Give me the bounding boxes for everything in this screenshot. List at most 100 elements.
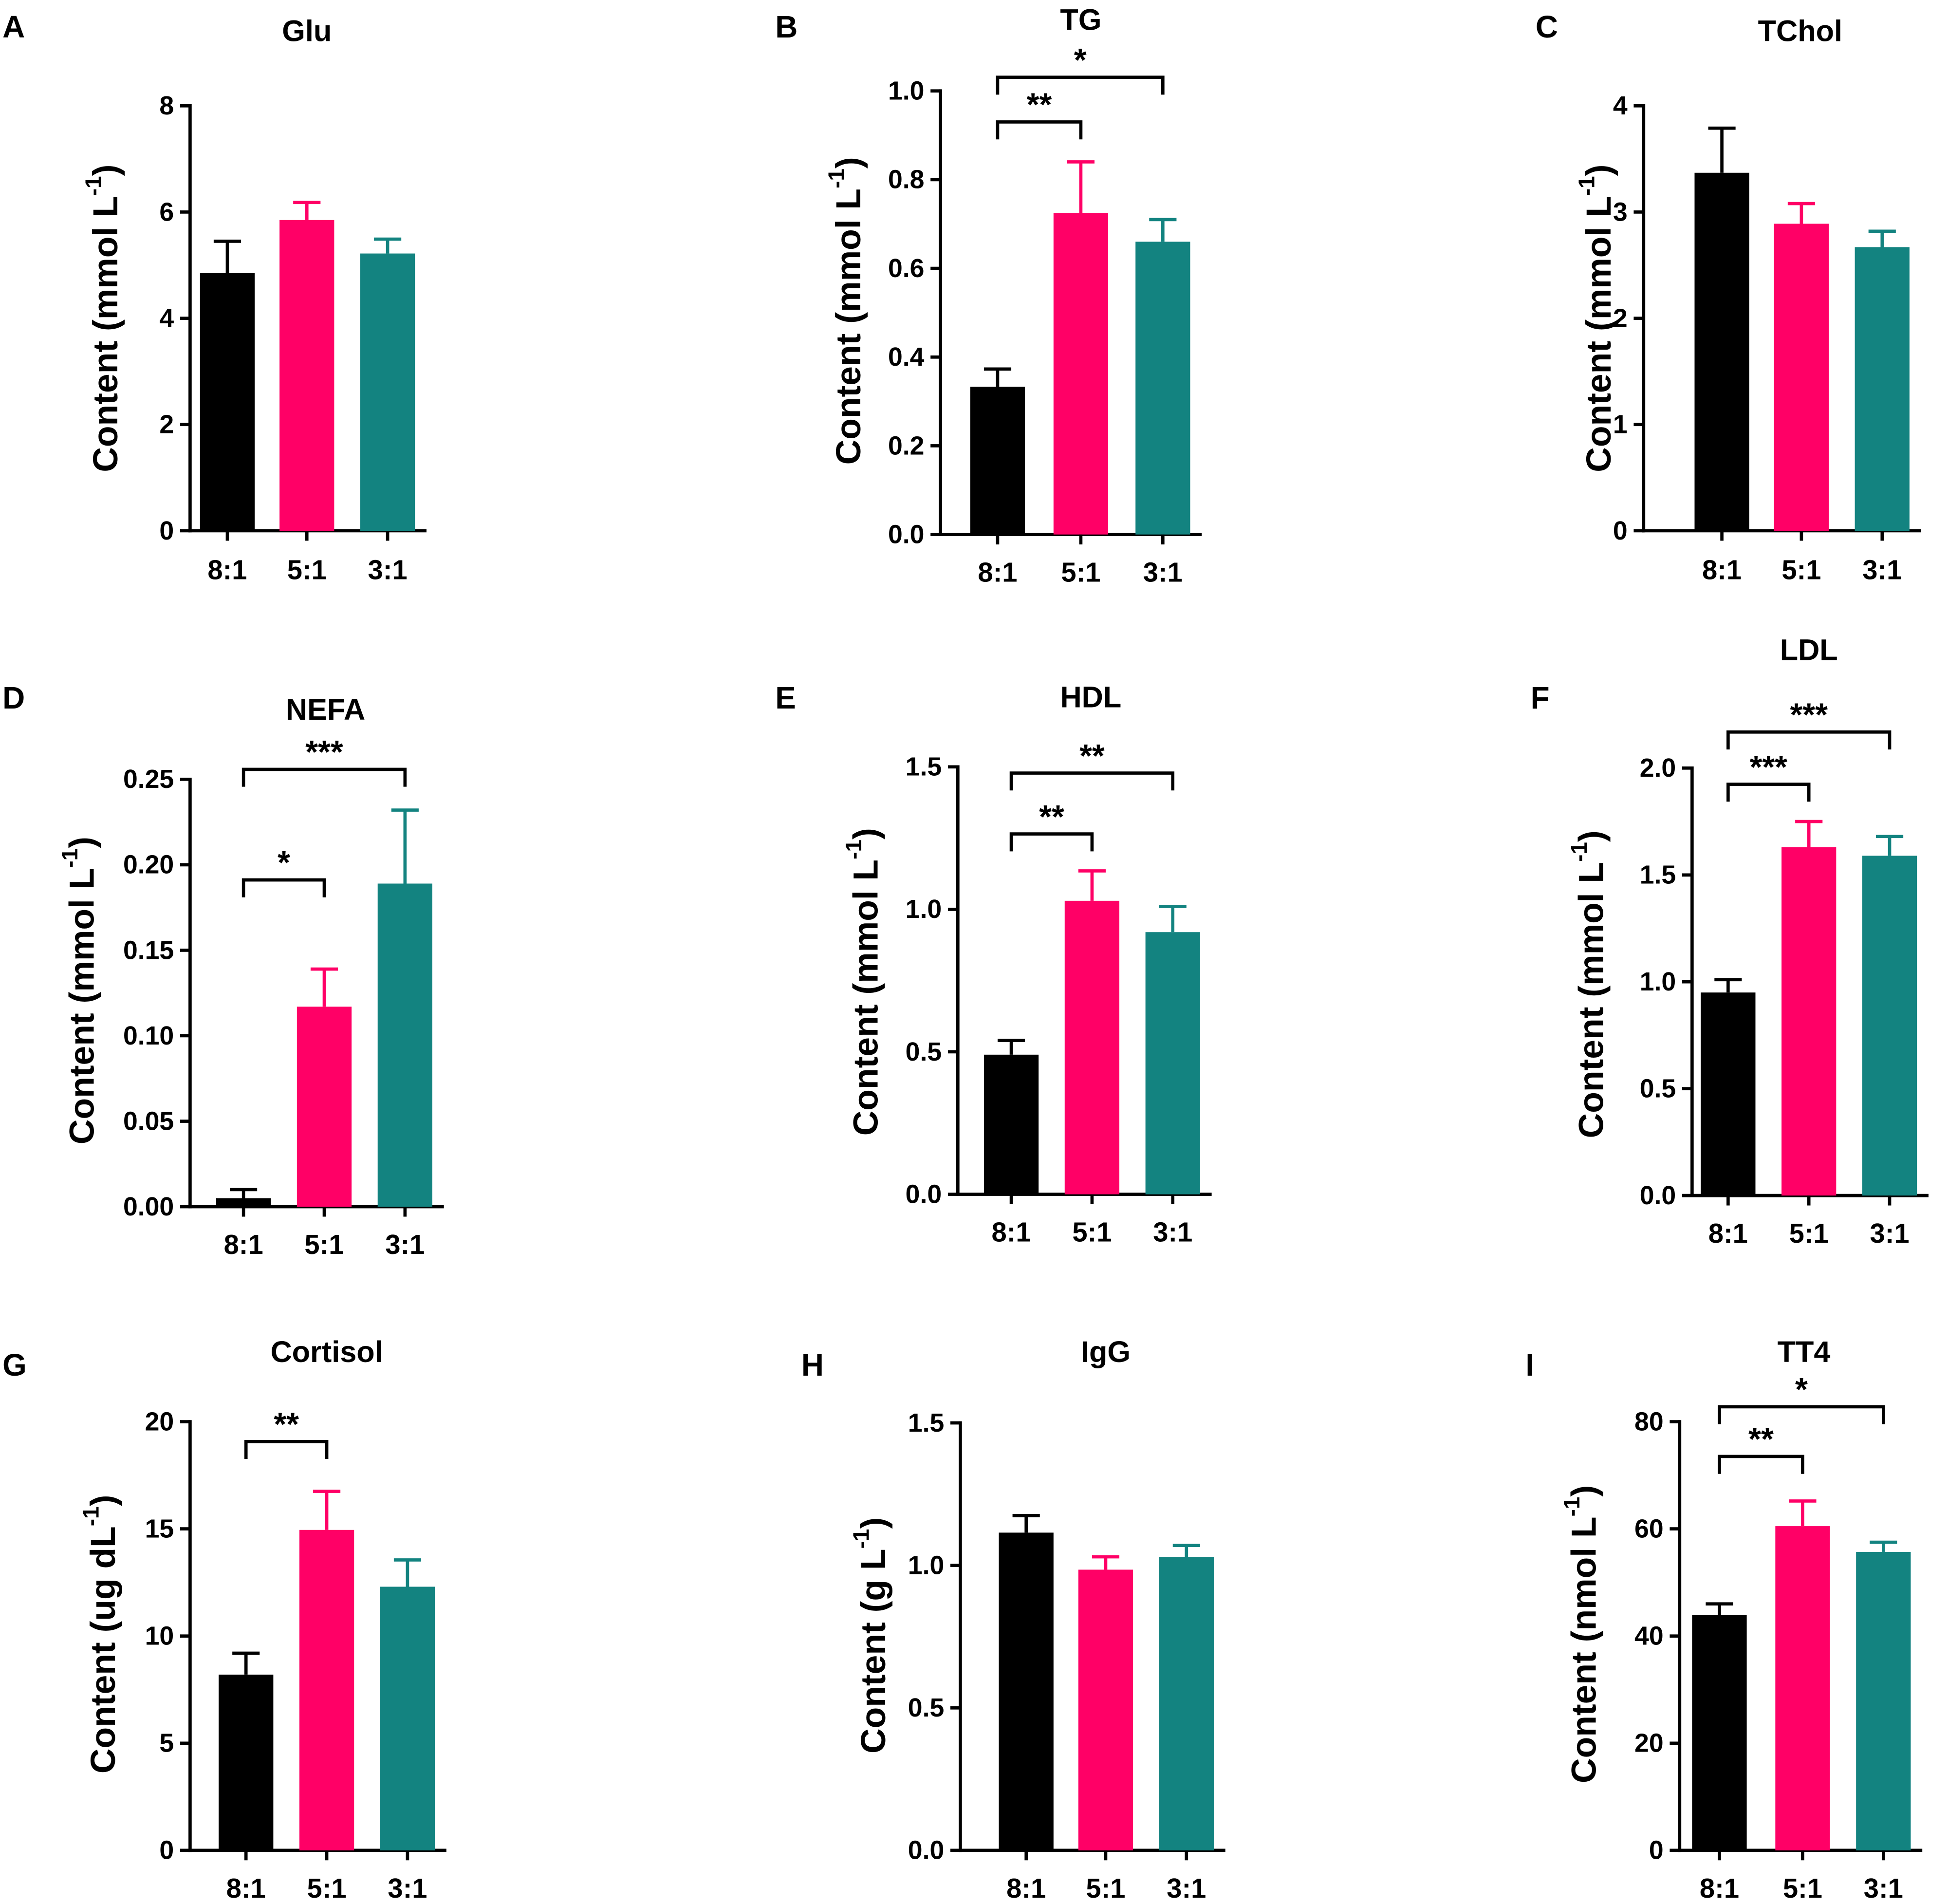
panel-e-bar-8-1	[983, 1054, 1039, 1195]
panel-f-x-tick-label: 3:1	[1870, 1218, 1910, 1249]
panel-f-letter: F	[1531, 680, 1550, 715]
panel-g-y-tick-label: 10	[145, 1622, 174, 1651]
panel-d-title: NEFA	[286, 693, 365, 726]
panel-c-title: TChol	[1758, 15, 1842, 48]
panel-a-y-tick-label: 2	[159, 410, 174, 439]
panel-a-y-tick-label: 8	[159, 91, 174, 120]
panel-b-significance-label: *	[1074, 42, 1087, 78]
panel-a-y-tick-label: 4	[159, 304, 174, 333]
panel-d-significance-label: *	[278, 845, 290, 881]
y-axis-label-close: )	[847, 828, 886, 840]
panel-b-y-tick-label: 0.2	[888, 431, 924, 460]
panel-e-y-tick-label: 1.5	[906, 752, 942, 782]
panel-b-x-tick-label: 8:1	[978, 557, 1017, 588]
panel-f-y-tick-label: 0.5	[1640, 1074, 1676, 1103]
panel-h-y-axis-label: Content (g L-1)	[848, 1517, 893, 1754]
panel-b-y-tick-label: 0.4	[888, 342, 925, 372]
y-axis-label-superscript: -1	[823, 168, 849, 188]
panel-f-x-tick-label: 5:1	[1789, 1218, 1829, 1249]
panel-d-y-tick-label: 0.00	[123, 1192, 174, 1221]
panel-d-bar-3-1	[377, 883, 432, 1207]
y-axis-label-close: )	[84, 1495, 123, 1507]
y-axis-label-close: )	[1564, 1485, 1603, 1497]
panel-d-x-tick-label: 3:1	[385, 1229, 425, 1260]
panel-d-y-tick-label: 0.25	[123, 765, 174, 794]
panel-i-significance-bracket	[1718, 1405, 1885, 1424]
panel-b-y-tick-label: 0.8	[888, 165, 924, 194]
panel-d-y-tick-label: 0.15	[123, 935, 174, 965]
panel-f-y-axis-label: Content (mmol L-1)	[1566, 830, 1611, 1138]
panel-i-y-tick-label: 40	[1634, 1622, 1664, 1651]
panel-e-title: HDL	[1060, 680, 1121, 713]
panel-f: F LDL Content (mmol L-1) 0.0 0.5 1.0 1.5 2.0 8:1…	[1531, 633, 1929, 1249]
y-axis-label-text: Content (mmol L	[1579, 196, 1618, 472]
y-axis-label-close: )	[854, 1517, 893, 1529]
panel-g-title: Cortisol	[270, 1335, 383, 1368]
panel-g-letter: G	[2, 1347, 27, 1382]
panel-b-x-tick-label: 5:1	[1061, 557, 1100, 588]
panel-e-x-tick-label: 3:1	[1153, 1217, 1192, 1248]
panel-f-title: LDL	[1780, 633, 1838, 666]
panel-i: I TT4 Content (nmol L-1) 0 20 40 60 80 8:1 5:1 3:1…	[1525, 1335, 1923, 1904]
panel-h-bar-8-1	[999, 1532, 1054, 1850]
panel-a-y-tick-label: 6	[159, 197, 174, 226]
panel-b-y-tick-label: 1.0	[888, 76, 924, 106]
panel-g-significance-label: **	[274, 1407, 299, 1443]
panel-e-significance-label: **	[1039, 799, 1064, 835]
panel-h-x-tick-label: 3:1	[1167, 1873, 1206, 1904]
panel-h: H IgG Content (g L-1) 0.0 0.5 1.0 1.5 8:1 5:1 3:1	[801, 1335, 1225, 1904]
panel-e-y-tick-label: 0.5	[906, 1037, 942, 1066]
panel-c-y-axis-label: Content (mmol L-1)	[1574, 165, 1618, 472]
panel-d-letter: D	[2, 680, 25, 715]
panel-h-y-tick-label: 0.0	[908, 1836, 944, 1865]
panel-b-significance-label: **	[1027, 87, 1052, 123]
y-axis-label-close: )	[829, 157, 868, 168]
panel-e-significance-bracket	[1009, 771, 1175, 791]
y-axis-label-superscript: -1	[1559, 1497, 1584, 1517]
panel-i-bar-3-1	[1856, 1551, 1911, 1850]
y-axis-label-text: Content (nmol L	[1564, 1516, 1603, 1783]
panel-g-y-axis-label: Content (ug dL-1)	[78, 1495, 123, 1773]
panel-c-y-tick-label: 0	[1613, 516, 1628, 545]
y-axis-label-superscript: -1	[1574, 176, 1599, 196]
panel-a-x-tick-label: 3:1	[368, 555, 408, 585]
panel-c-x-tick-label: 8:1	[1702, 555, 1742, 585]
panel-h-title: IgG	[1081, 1335, 1131, 1368]
panel-i-significance-bracket	[1718, 1455, 1804, 1474]
y-axis-label-text: Content (ug dL	[84, 1526, 123, 1773]
y-axis-label-text: Content (mmol L	[847, 859, 886, 1136]
panel-c: C TChol Content (mmol L-1) 0 1 2 3 4 8:1 5:1 3:1	[1536, 9, 1921, 585]
panel-c-x-tick-label: 3:1	[1862, 555, 1902, 585]
panel-f-y-tick-label: 1.5	[1640, 860, 1676, 890]
y-axis-label-superscript: -1	[78, 1506, 103, 1526]
panel-i-x-tick-label: 5:1	[1783, 1873, 1822, 1904]
panel-d-bar-5-1	[297, 1007, 352, 1207]
panel-d-y-axis-label: Content (mmol L-1)	[57, 837, 102, 1144]
panel-c-y-tick-label: 4	[1613, 91, 1628, 120]
panel-i-letter: I	[1525, 1347, 1534, 1382]
panel-h-x-tick-label: 5:1	[1086, 1873, 1125, 1904]
panel-a-x-tick-label: 5:1	[287, 555, 327, 585]
panel-g: G Cortisol Content (ug dL-1) 0 5 10 15 20 8:1 5:1…	[2, 1335, 446, 1904]
panel-a-x-tick-label: 8:1	[207, 555, 247, 585]
panel-f-significance-label: ***	[1790, 697, 1828, 733]
panel-i-title: TT4	[1778, 1335, 1831, 1368]
panel-d-significance-bracket	[241, 878, 326, 897]
panel-a-title: Glu	[282, 15, 332, 48]
y-axis-label-superscript: -1	[841, 840, 866, 859]
panel-g-bar-3-1	[380, 1587, 435, 1850]
panel-h-y-tick-label: 1.0	[908, 1551, 944, 1580]
panel-b-x-tick-label: 3:1	[1143, 557, 1183, 588]
panel-d-y-tick-label: 0.10	[123, 1021, 174, 1050]
panel-d-bar-8-1	[216, 1198, 271, 1207]
panel-e-x-tick-label: 8:1	[991, 1217, 1031, 1248]
panel-g-y-tick-label: 20	[145, 1407, 174, 1436]
panel-g-x-tick-label: 8:1	[226, 1873, 266, 1904]
panel-f-significance-bracket	[1726, 783, 1811, 802]
panel-i-significance-label: **	[1748, 1421, 1774, 1457]
panel-f-y-tick-label: 0.0	[1640, 1181, 1676, 1210]
panel-d-x-tick-label: 8:1	[224, 1229, 263, 1260]
panel-i-y-tick-label: 0	[1649, 1836, 1664, 1865]
panel-e-bar-3-1	[1145, 932, 1200, 1195]
